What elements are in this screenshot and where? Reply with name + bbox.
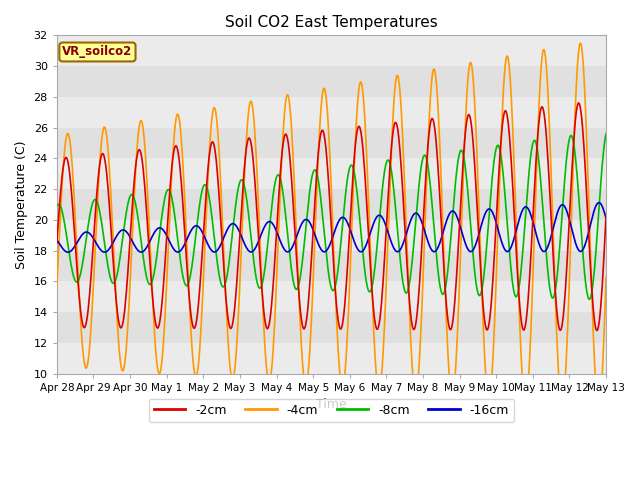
- Bar: [57, 251, 606, 281]
- Bar: [57, 220, 606, 251]
- Bar: [57, 128, 606, 158]
- Bar: [57, 281, 606, 312]
- Bar: [57, 66, 606, 97]
- Bar: [57, 189, 606, 220]
- Title: Soil CO2 East Temperatures: Soil CO2 East Temperatures: [225, 15, 438, 30]
- Text: VR_soilco2: VR_soilco2: [62, 46, 132, 59]
- Y-axis label: Soil Temperature (C): Soil Temperature (C): [15, 140, 28, 269]
- Bar: [57, 97, 606, 128]
- Legend: -2cm, -4cm, -8cm, -16cm: -2cm, -4cm, -8cm, -16cm: [149, 398, 514, 421]
- Bar: [57, 312, 606, 343]
- X-axis label: Time: Time: [316, 398, 347, 411]
- Bar: [57, 36, 606, 66]
- Bar: [57, 158, 606, 189]
- Bar: [57, 343, 606, 374]
